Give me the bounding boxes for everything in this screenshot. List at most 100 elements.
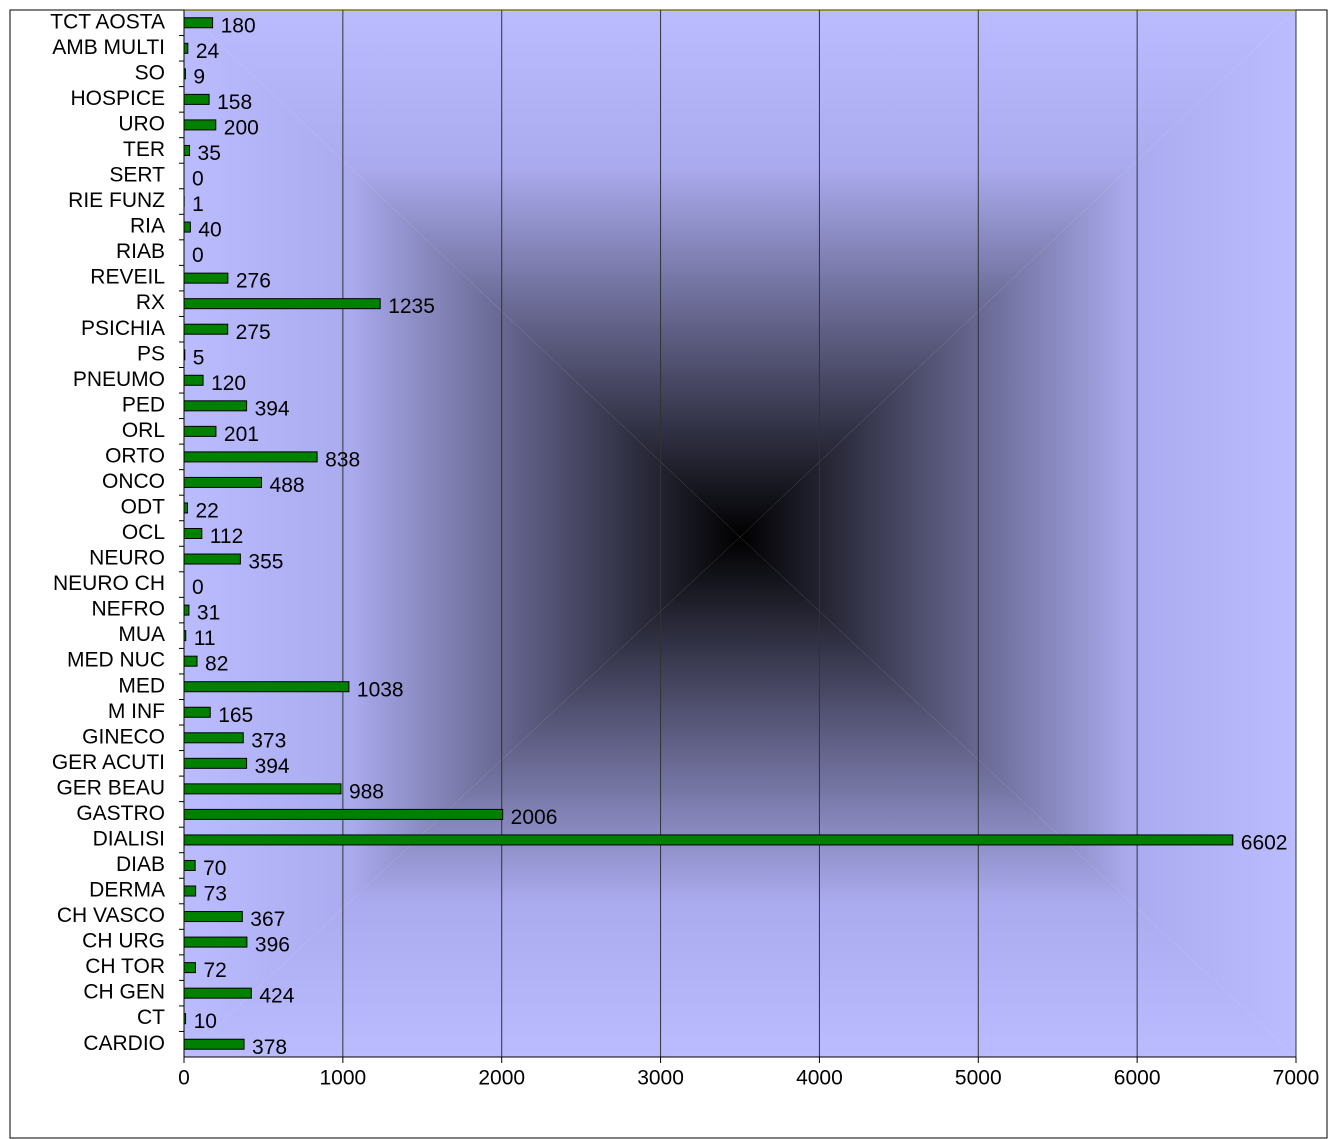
data-label: 120 xyxy=(211,372,246,395)
y-tick-label: DIAB xyxy=(116,853,165,876)
data-label: 112 xyxy=(210,525,243,548)
bar xyxy=(183,502,188,514)
y-tick-label: TER xyxy=(123,138,165,161)
bar xyxy=(183,987,252,999)
bar xyxy=(183,808,504,820)
y-tick-label: PSICHIA xyxy=(81,317,165,340)
bar xyxy=(183,859,196,871)
data-label: 10 xyxy=(194,1010,217,1033)
y-tick-label: SERT xyxy=(109,164,165,187)
data-label: 373 xyxy=(251,729,286,752)
data-label: 9 xyxy=(193,65,205,88)
y-tick-label: ODT xyxy=(121,496,166,519)
data-label: 988 xyxy=(349,780,384,803)
y-tick-label: ORL xyxy=(122,419,165,442)
bar xyxy=(183,936,248,948)
bar xyxy=(183,757,248,769)
x-tick-label: 1000 xyxy=(319,1067,366,1090)
bar xyxy=(183,17,214,29)
data-label: 378 xyxy=(252,1036,287,1059)
data-label: 72 xyxy=(203,959,226,982)
bar xyxy=(183,42,189,54)
x-tick-label: 2000 xyxy=(478,1067,525,1090)
x-tick-label: 7000 xyxy=(1273,1067,1320,1090)
data-label: 1038 xyxy=(357,678,404,701)
x-tick-label: 0 xyxy=(178,1067,190,1090)
y-tick-label: GASTRO xyxy=(76,802,165,825)
y-tick-label: NEURO CH xyxy=(53,572,165,595)
y-tick-label: SO xyxy=(135,61,165,84)
y-tick-label: MED xyxy=(118,674,165,697)
data-label: 355 xyxy=(248,551,283,574)
x-tick-label: 3000 xyxy=(637,1067,684,1090)
data-label: 82 xyxy=(205,653,228,676)
bar xyxy=(183,400,248,412)
bar xyxy=(183,1038,245,1050)
y-tick-label: MED NUC xyxy=(67,649,165,672)
y-tick-label: AMB MULTI xyxy=(52,36,165,59)
data-label: 70 xyxy=(203,857,226,880)
bar xyxy=(183,144,191,156)
y-tick-label: RIAB xyxy=(116,240,165,263)
data-label: 11 xyxy=(194,627,216,650)
bar xyxy=(183,783,342,795)
bar xyxy=(183,425,217,437)
bar xyxy=(183,476,263,488)
y-tick-label: OCL xyxy=(122,521,165,544)
y-tick-label: PS xyxy=(137,342,165,365)
data-label: 0 xyxy=(192,244,204,267)
data-label: 200 xyxy=(224,116,259,139)
data-label: 0 xyxy=(192,576,204,599)
y-tick-label: ONCO xyxy=(102,470,165,493)
y-tick-label: URO xyxy=(118,112,165,135)
bar xyxy=(183,68,186,80)
y-tick-label: CH TOR xyxy=(85,955,165,978)
y-tick-label: RIE FUNZ xyxy=(68,189,165,212)
data-label: 73 xyxy=(204,883,227,906)
plot-background xyxy=(184,10,1296,1057)
bar xyxy=(183,630,187,642)
y-tick-label: GER BEAU xyxy=(56,776,165,799)
x-tick-label: 5000 xyxy=(955,1067,1002,1090)
bar xyxy=(183,298,381,310)
data-label: 276 xyxy=(236,270,271,293)
bar xyxy=(183,834,1234,846)
data-label: 31 xyxy=(197,602,220,625)
data-label: 424 xyxy=(259,985,294,1008)
data-label: 1235 xyxy=(388,295,435,318)
y-tick-label: CH VASCO xyxy=(57,904,165,927)
y-tick-label: TCT AOSTA xyxy=(50,10,165,33)
data-label: 40 xyxy=(198,219,221,242)
y-tick-label: PNEUMO xyxy=(73,368,165,391)
data-label: 201 xyxy=(224,423,259,446)
y-tick-label: RIA xyxy=(130,215,165,238)
data-label: 6602 xyxy=(1241,831,1288,854)
bar xyxy=(183,604,190,616)
x-tick-label: 4000 xyxy=(796,1067,843,1090)
y-tick-label: MUA xyxy=(118,623,165,646)
bar xyxy=(183,221,191,233)
x-tick-label: 6000 xyxy=(1114,1067,1161,1090)
y-tick-label: NEURO xyxy=(89,547,165,570)
data-label: 394 xyxy=(255,397,290,420)
y-tick-label: CT xyxy=(137,1006,165,1029)
bar xyxy=(183,655,198,667)
data-label: 367 xyxy=(250,908,285,931)
bar xyxy=(183,119,217,131)
y-tick-label: DIALISI xyxy=(93,827,165,850)
y-tick-label: REVEIL xyxy=(90,266,165,289)
data-label: 0 xyxy=(192,168,204,191)
y-tick-label: ORTO xyxy=(105,444,165,467)
y-tick-label: CARDIO xyxy=(83,1032,165,1055)
data-label: 838 xyxy=(325,448,360,471)
bar xyxy=(183,528,203,539)
y-tick-label: CH URG xyxy=(82,930,165,953)
bar xyxy=(183,681,350,693)
y-tick-label: M INF xyxy=(108,700,165,723)
bar xyxy=(183,732,244,744)
bar xyxy=(183,272,229,284)
data-label: 2006 xyxy=(511,806,558,829)
bar xyxy=(183,885,197,897)
data-label: 5 xyxy=(193,346,205,369)
